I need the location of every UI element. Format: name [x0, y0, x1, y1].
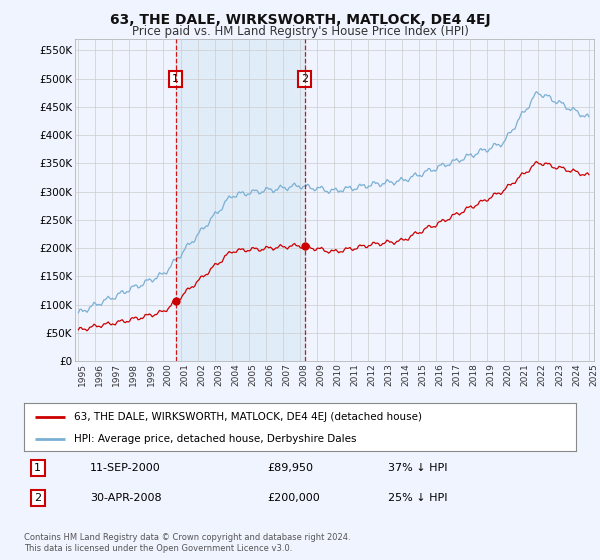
Text: 2: 2 [34, 493, 41, 503]
Text: £89,950: £89,950 [267, 463, 313, 473]
Text: 2007: 2007 [283, 363, 292, 386]
Text: 1: 1 [172, 74, 179, 84]
Text: 1: 1 [34, 463, 41, 473]
Text: 2018: 2018 [470, 363, 479, 386]
Text: 2011: 2011 [350, 363, 359, 386]
Text: 2001: 2001 [181, 363, 190, 386]
Text: 1997: 1997 [112, 363, 121, 386]
Text: 2020: 2020 [504, 363, 513, 386]
Text: 2009: 2009 [317, 363, 326, 386]
Text: 2000: 2000 [163, 363, 172, 386]
Text: 2015: 2015 [419, 363, 428, 386]
Text: 2006: 2006 [266, 363, 275, 386]
Text: 2025: 2025 [589, 363, 598, 386]
Text: 2003: 2003 [215, 363, 224, 386]
Text: 2002: 2002 [197, 363, 206, 386]
Text: 2004: 2004 [232, 363, 241, 386]
Text: 2021: 2021 [521, 363, 530, 386]
Text: 1998: 1998 [130, 363, 139, 386]
Text: 30-APR-2008: 30-APR-2008 [90, 493, 162, 503]
Text: 2019: 2019 [487, 363, 496, 386]
Text: 2014: 2014 [402, 363, 411, 386]
Text: 1999: 1999 [146, 363, 155, 386]
Text: 1996: 1996 [95, 363, 104, 386]
Text: 63, THE DALE, WIRKSWORTH, MATLOCK, DE4 4EJ (detached house): 63, THE DALE, WIRKSWORTH, MATLOCK, DE4 4… [74, 412, 422, 422]
Text: 2022: 2022 [538, 363, 547, 386]
Text: 2016: 2016 [436, 363, 445, 386]
Text: 2: 2 [301, 74, 308, 84]
Text: 2013: 2013 [385, 363, 394, 386]
Text: Contains HM Land Registry data © Crown copyright and database right 2024.
This d: Contains HM Land Registry data © Crown c… [24, 533, 350, 553]
Text: 1995: 1995 [79, 363, 88, 386]
Text: 25% ↓ HPI: 25% ↓ HPI [388, 493, 448, 503]
Text: 2010: 2010 [334, 363, 343, 386]
Text: £200,000: £200,000 [267, 493, 320, 503]
Bar [176, 39, 305, 361]
Text: 2017: 2017 [453, 363, 462, 386]
Text: HPI: Average price, detached house, Derbyshire Dales: HPI: Average price, detached house, Derb… [74, 434, 356, 444]
Text: 37% ↓ HPI: 37% ↓ HPI [388, 463, 448, 473]
Text: 63, THE DALE, WIRKSWORTH, MATLOCK, DE4 4EJ: 63, THE DALE, WIRKSWORTH, MATLOCK, DE4 4… [110, 13, 490, 27]
Text: 2012: 2012 [368, 363, 377, 386]
Text: 2005: 2005 [248, 363, 257, 386]
Text: Price paid vs. HM Land Registry's House Price Index (HPI): Price paid vs. HM Land Registry's House … [131, 25, 469, 38]
Text: 2008: 2008 [299, 363, 308, 386]
Text: 11-SEP-2000: 11-SEP-2000 [90, 463, 161, 473]
Text: 2024: 2024 [572, 363, 581, 386]
Text: 2023: 2023 [555, 363, 564, 386]
